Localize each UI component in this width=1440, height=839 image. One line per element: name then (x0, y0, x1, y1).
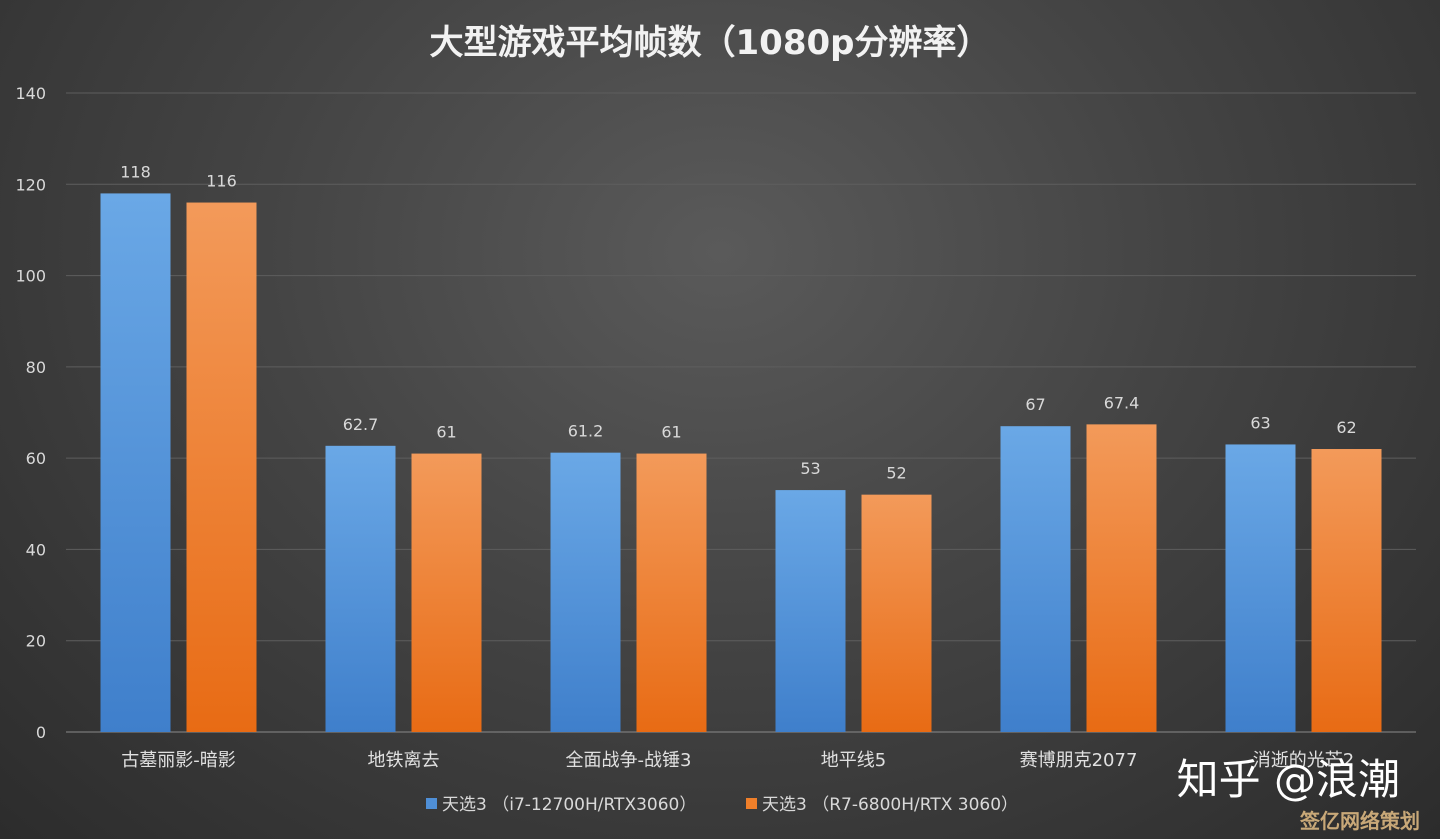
data-label: 63 (1250, 413, 1270, 432)
bar (550, 452, 621, 732)
category-labels: 古墓丽影-暗影 地铁离去 全面战争-战锤3 地平线5 赛博朋克2077 消逝的光芒2 (121, 750, 1354, 771)
y-tick-label: 20 (26, 632, 46, 651)
y-tick-label: 60 (26, 449, 46, 468)
data-label: 116 (206, 172, 237, 191)
bar (411, 453, 482, 732)
y-tick-label: 100 (15, 267, 46, 286)
data-label: 61.2 (568, 422, 604, 441)
bar (775, 490, 846, 732)
category-label: 消逝的光芒2 (1253, 750, 1354, 771)
bar (861, 494, 932, 732)
data-label: 61 (661, 423, 681, 442)
data-label: 67.4 (1104, 393, 1140, 412)
gridlines (66, 92, 1416, 733)
bar (1000, 426, 1071, 732)
data-label: 61 (436, 423, 456, 442)
legend: 天选3 （i7-12700H/RTX3060） 天选3 （R7-6800H/RTX… (426, 795, 1018, 815)
category-label: 地平线5 (821, 750, 886, 771)
category-label: 赛博朋克2077 (1020, 750, 1138, 771)
bar (186, 202, 257, 733)
corner-watermark: 签亿网络策划 (1299, 809, 1420, 833)
y-tick-label: 40 (26, 540, 46, 559)
data-label: 67 (1025, 395, 1045, 414)
bars (100, 193, 1382, 733)
chart-title: 大型游戏平均帧数（1080p分辨率） (430, 23, 991, 63)
data-labels: 118 116 62.7 61 61.2 61 53 52 67 67.4 63 62 (120, 162, 1356, 482)
category-label: 地铁离去 (368, 750, 440, 771)
data-label: 53 (800, 459, 820, 478)
y-tick-label: 0 (36, 723, 46, 742)
legend-label: 天选3 （i7-12700H/RTX3060） (442, 795, 696, 815)
bar (100, 193, 171, 732)
y-axis-ticks: 0 20 40 60 80 100 120 140 (15, 84, 46, 742)
category-label: 古墓丽影-暗影 (121, 750, 236, 771)
data-label: 52 (886, 464, 906, 483)
legend-swatch (746, 798, 757, 809)
data-label: 118 (120, 162, 151, 181)
data-label: 62.7 (343, 415, 379, 434)
data-label: 62 (1336, 418, 1356, 437)
bar (636, 453, 707, 732)
bar (1311, 449, 1382, 732)
legend-label: 天选3 （R7-6800H/RTX 3060） (762, 795, 1018, 815)
bar (1225, 444, 1296, 732)
y-tick-label: 140 (15, 84, 46, 103)
watermark-text: 知乎 @浪潮 (1177, 755, 1400, 804)
bar (325, 445, 396, 732)
y-tick-label: 80 (26, 358, 46, 377)
category-label: 全面战争-战锤3 (566, 750, 692, 771)
legend-swatch (426, 798, 437, 809)
bar (1086, 424, 1157, 732)
y-tick-label: 120 (15, 175, 46, 194)
